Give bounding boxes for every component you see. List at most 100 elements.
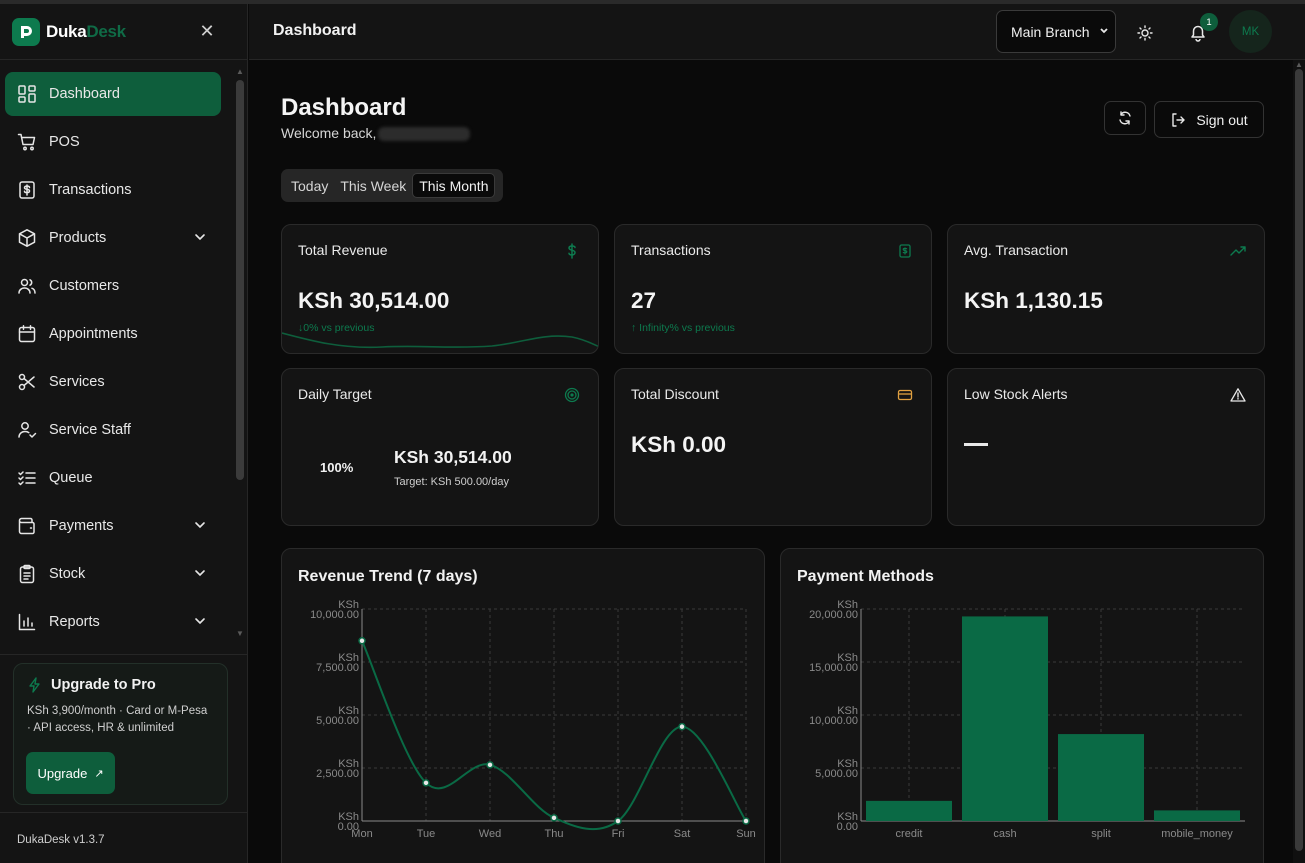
dollar-icon xyxy=(568,243,576,259)
card-value: KSh 0.00 xyxy=(631,432,727,457)
period-tabs: Today This Week This Month xyxy=(281,169,503,202)
sidebar-item-label: Appointments xyxy=(49,326,138,342)
data-point[interactable] xyxy=(678,722,686,731)
sidebar-scrollbar[interactable]: ▲ ▼ xyxy=(234,66,246,638)
user-avatar[interactable]: MK xyxy=(1229,10,1272,53)
wallet-icon xyxy=(17,516,37,536)
upgrade-button[interactable]: Upgrade ↗ xyxy=(26,752,115,794)
clipboard-icon xyxy=(17,564,37,584)
chevron-down-icon[interactable] xyxy=(193,614,207,628)
data-point[interactable] xyxy=(742,817,750,825)
bar-split[interactable] xyxy=(1058,734,1144,821)
chevron-down-icon[interactable] xyxy=(193,230,207,244)
sidebar-item-products[interactable]: Products xyxy=(5,216,221,260)
theme-toggle-icon[interactable] xyxy=(1136,24,1154,42)
y-tick-label: 0.00 xyxy=(338,821,359,833)
box-icon xyxy=(17,228,37,248)
page-scroll-thumb[interactable] xyxy=(1295,69,1303,851)
sidebar-item-pos[interactable]: POS xyxy=(5,120,221,164)
sign-out-button[interactable]: Sign out xyxy=(1154,101,1264,138)
calendar-icon xyxy=(17,324,37,344)
divider xyxy=(0,812,248,813)
target-icon xyxy=(564,387,580,403)
total-discount-card: Total Discount KSh 0.00 xyxy=(614,368,932,526)
upgrade-title: Upgrade to Pro xyxy=(27,677,214,693)
payment-methods-chart: KSh0.00KSh5,000.00KSh10,000.00KSh15,000.… xyxy=(809,599,1245,840)
sidebar-item-stock[interactable]: Stock xyxy=(5,552,221,596)
sidebar-scroll-thumb[interactable] xyxy=(236,80,244,480)
bar-cash[interactable] xyxy=(962,616,1048,821)
window-top-strip xyxy=(0,0,1305,4)
tab-this-month[interactable]: This Month xyxy=(412,173,496,198)
sidebar-item-label: Dashboard xyxy=(49,86,120,102)
revenue-sparkline xyxy=(282,332,598,349)
bar-chart-icon xyxy=(17,612,37,632)
x-tick-label: Mon xyxy=(351,828,372,840)
x-tick-label: credit xyxy=(896,828,923,840)
card-label: Total Revenue xyxy=(298,242,388,258)
tab-this-week[interactable]: This Week xyxy=(340,177,407,194)
redacted-username xyxy=(378,127,471,142)
data-point[interactable] xyxy=(550,814,558,822)
arrow-up-right-icon: ↗ xyxy=(94,767,104,780)
target-percent: 100% xyxy=(320,460,354,475)
sidebar-item-reports[interactable]: Reports xyxy=(5,600,221,636)
x-tick-label: mobile_money xyxy=(1161,828,1233,840)
sidebar: DukaDesk ✕ Dashboard POS Transactions Produ… xyxy=(0,4,248,863)
y-tick-label: 10,000.00 xyxy=(310,609,359,621)
y-tick-label: KSh xyxy=(837,705,858,717)
chevron-down-icon[interactable] xyxy=(193,518,207,532)
x-tick-label: Thu xyxy=(545,828,564,840)
sidebar-item-customers[interactable]: Customers xyxy=(5,264,221,308)
divider xyxy=(0,654,248,655)
tab-today[interactable]: Today xyxy=(291,177,329,194)
data-point[interactable] xyxy=(422,779,430,787)
logo-icon xyxy=(12,17,40,46)
refresh-button[interactable] xyxy=(1104,101,1146,135)
y-tick-label: KSh xyxy=(837,599,858,611)
y-tick-label: 5,000.00 xyxy=(815,768,858,780)
card-change: ↓0% vs previous xyxy=(298,322,375,334)
credit-card-icon xyxy=(897,389,913,401)
sidebar-item-services[interactable]: Services xyxy=(5,360,221,404)
sidebar-item-service-staff[interactable]: Service Staff xyxy=(5,408,221,452)
sidebar-item-label: Payments xyxy=(49,518,114,534)
x-tick-label: Tue xyxy=(417,828,436,840)
dashboard-icon xyxy=(17,84,37,104)
y-tick-label: KSh xyxy=(338,811,359,823)
notifications-bell-icon[interactable] xyxy=(1187,22,1209,44)
bar-credit[interactable] xyxy=(866,800,952,821)
sidebar-item-payments[interactable]: Payments xyxy=(5,504,221,548)
sidebar-item-label: Queue xyxy=(49,470,93,486)
chart-title: Payment Methods xyxy=(797,568,934,585)
chevron-down-icon[interactable] xyxy=(193,566,207,580)
sidebar-item-label: POS xyxy=(49,134,80,150)
x-tick-label: Wed xyxy=(479,828,501,840)
alert-triangle-icon xyxy=(1230,388,1246,402)
upgrade-description: KSh 3,900/month · Card or M-Pesa · API a… xyxy=(27,705,208,734)
data-point[interactable] xyxy=(614,817,622,825)
total-revenue-card: Total Revenue KSh 30,514.00 ↓0% vs previ… xyxy=(281,224,599,354)
data-point[interactable] xyxy=(358,637,366,645)
brand-name: DukaDesk xyxy=(46,21,126,41)
page-scrollbar[interactable]: ▲ xyxy=(1293,60,1305,863)
low-stock-value xyxy=(964,443,988,446)
scroll-up-icon[interactable]: ▲ xyxy=(1295,60,1303,69)
sidebar-item-label: Products xyxy=(49,230,107,246)
sidebar-nav: Dashboard POS Transactions Products Customer… xyxy=(0,64,232,636)
sidebar-item-label: Services xyxy=(49,374,105,390)
list-check-icon xyxy=(17,468,37,488)
sidebar-item-dashboard[interactable]: Dashboard xyxy=(5,72,221,116)
close-sidebar-icon[interactable]: ✕ xyxy=(199,21,215,41)
data-point[interactable] xyxy=(486,761,494,769)
sidebar-item-transactions[interactable]: Transactions xyxy=(5,168,221,212)
sidebar-item-queue[interactable]: Queue xyxy=(5,456,221,500)
main-content: Dashboard Welcome back, Sign out Today T… xyxy=(249,60,1293,863)
scroll-down-icon[interactable]: ▼ xyxy=(236,629,244,638)
sidebar-item-appointments[interactable]: Appointments xyxy=(5,312,221,356)
bar-mobile_money[interactable] xyxy=(1154,810,1240,821)
users-icon xyxy=(17,276,37,296)
branch-select[interactable]: Main Branch xyxy=(996,10,1116,53)
revenue-trend-panel: Revenue Trend (7 days) KSh 0.00 KSh 2,500.0… xyxy=(281,548,765,863)
scroll-up-icon[interactable]: ▲ xyxy=(236,67,244,76)
